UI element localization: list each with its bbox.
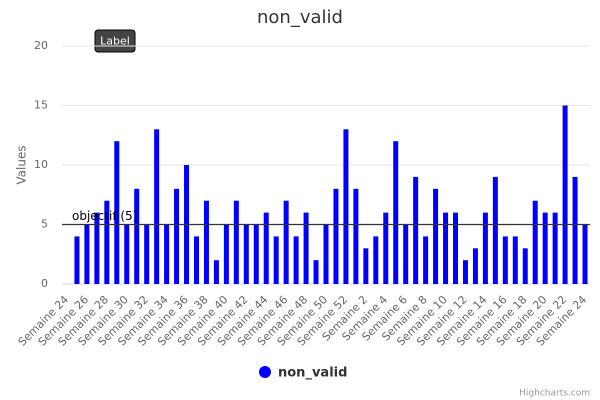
y-tick-label: 0 [41,277,48,290]
bar [313,260,319,284]
bar [383,212,389,284]
bar [423,236,429,284]
bar [572,176,578,284]
legend-marker [259,366,271,378]
y-axis-title: Values [15,145,29,184]
bar [363,248,369,284]
legend-label: non_valid [278,366,347,381]
bar [512,236,518,284]
bar [433,188,439,284]
bar [213,260,219,284]
bar [453,212,459,284]
bar [403,224,409,284]
bar [144,224,150,284]
bar [74,236,80,284]
bar [94,212,100,284]
bar [263,212,269,284]
chart-title: non_valid [257,7,343,28]
bar [104,200,110,284]
bar [283,200,289,284]
bar [124,224,130,284]
bar [492,176,498,284]
bar [333,188,339,284]
bar [114,141,120,284]
y-tick-label: 20 [34,39,48,52]
annotation: Label [100,35,130,48]
bar [84,224,90,284]
bar [293,236,299,284]
bar [154,129,160,284]
plot-line-label: objectif (5) [72,209,137,223]
bar [562,105,568,284]
bar [174,188,180,284]
bar [223,224,229,284]
bar [443,212,449,284]
bar [323,224,329,284]
bar [393,141,399,284]
y-tick-label: 15 [34,99,48,112]
bar [502,236,508,284]
bar [522,248,528,284]
bar [462,260,468,284]
bar [353,188,359,284]
bar [482,212,488,284]
bar [203,200,209,284]
bar [472,248,478,284]
bar [303,212,309,284]
bar [233,200,239,284]
bar [273,236,279,284]
bar [582,224,588,284]
bar [164,224,170,284]
bar [193,236,199,284]
bar [413,176,419,284]
credits: Highcharts.com [519,389,590,399]
y-tick-label: 5 [41,218,48,231]
bar [243,224,249,284]
bar [343,129,349,284]
bar [542,212,548,284]
bar [532,200,538,284]
y-tick-label: 10 [34,158,48,171]
bar [134,188,140,284]
bar [373,236,379,284]
bar [552,212,558,284]
bar [253,224,259,284]
